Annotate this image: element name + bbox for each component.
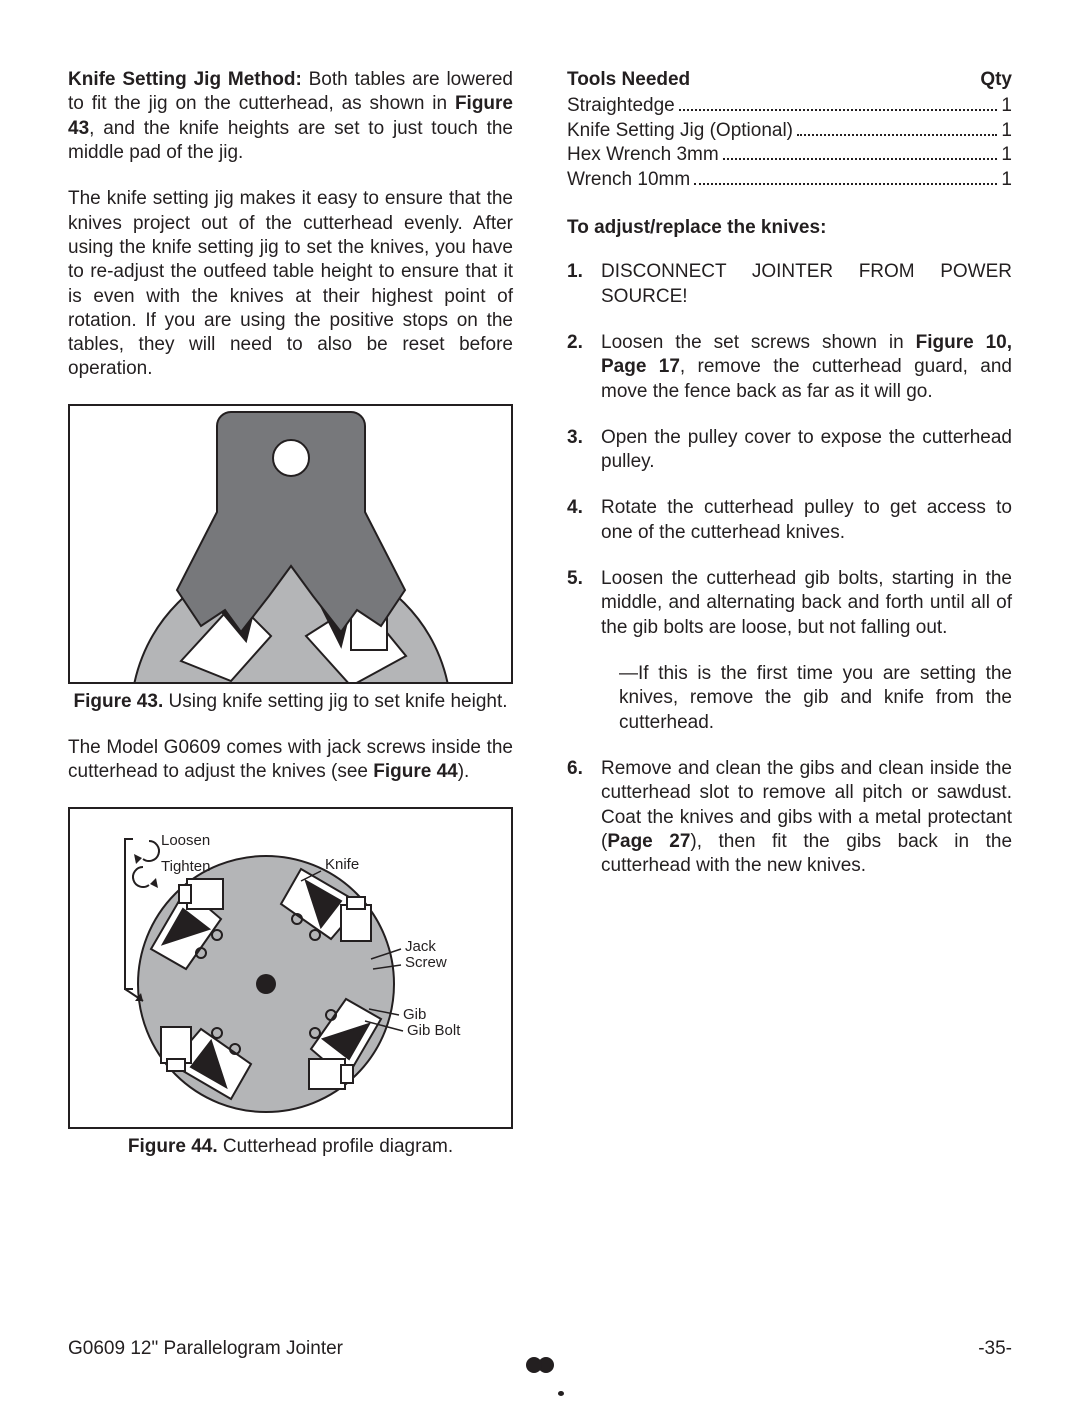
- tool-row: Straightedge 1: [567, 94, 1012, 118]
- fig44-cap-bold: Figure 44.: [128, 1136, 218, 1157]
- tool-row: Knife Setting Jig (Optional) 1: [567, 119, 1012, 143]
- label-jack: Jack: [405, 938, 436, 955]
- figure-43-svg: [71, 406, 511, 682]
- step-body: DISCONNECT JOINTER FROM POWER SOURCE!: [601, 260, 1012, 309]
- tool-name: Hex Wrench 3mm: [567, 143, 719, 167]
- fig43-cap-rest: Using knife setting jig to set knife hei…: [163, 691, 507, 712]
- leader-dots: [797, 119, 997, 136]
- figure-44-svg: Loosen Tighten Knife Jack Screw Gib Gib …: [71, 809, 511, 1127]
- step-num: 2.: [567, 331, 601, 404]
- step-6: 6. Remove and clean the gibs and clean i…: [567, 757, 1012, 879]
- leader-dots: [723, 143, 998, 160]
- tool-name: Straightedge: [567, 94, 675, 118]
- fig44-ref: Figure 44: [373, 761, 457, 782]
- tool-qty: 1: [1001, 119, 1012, 143]
- step-num: 1.: [567, 260, 601, 309]
- tool-qty: 1: [1001, 94, 1012, 118]
- step-num: 3.: [567, 426, 601, 475]
- step-num: 6.: [567, 757, 601, 879]
- tools-header: Tools Needed Qty: [567, 68, 1012, 92]
- figure-44-caption: Figure 44. Cutterhead profile diagram.: [68, 1135, 513, 1159]
- qty-label: Qty: [980, 68, 1012, 92]
- label-knife: Knife: [325, 856, 359, 873]
- step-body: Open the pulley cover to expose the cutt…: [601, 426, 1012, 475]
- label-gibbolt: Gib Bolt: [407, 1022, 461, 1039]
- step-body: Loosen the cutterhead gib bolts, startin…: [601, 567, 1012, 735]
- fig43-cap-bold: Figure 43.: [73, 691, 163, 712]
- tool-qty: 1: [1001, 143, 1012, 167]
- tool-row: Wrench 10mm 1: [567, 168, 1012, 192]
- leader-dots: [694, 168, 997, 185]
- label-tighten: Tighten: [161, 858, 210, 875]
- right-column: Tools Needed Qty Straightedge 1 Knife Se…: [567, 68, 1012, 1181]
- tool-row: Hex Wrench 3mm 1: [567, 143, 1012, 167]
- intro-tail: , and the knife heights are set to just …: [68, 118, 513, 163]
- tool-name: Wrench 10mm: [567, 168, 690, 192]
- label-screw: Screw: [405, 954, 447, 971]
- step-num: 4.: [567, 496, 601, 545]
- label-loosen: Loosen: [161, 832, 210, 849]
- intro-bold: Knife Setting Jig Method:: [68, 69, 302, 90]
- paragraph-2: The knife setting jig makes it easy to e…: [68, 187, 513, 382]
- step-4: 4. Rotate the cutterhead pulley to get a…: [567, 496, 1012, 545]
- left-column: Knife Setting Jig Method: Both tables ar…: [68, 68, 513, 1181]
- p3-b: ).: [458, 761, 470, 782]
- tools-needed-label: Tools Needed: [567, 68, 690, 92]
- label-gib: Gib: [403, 1006, 426, 1023]
- step-2: 2. Loosen the set screws shown in Figure…: [567, 331, 1012, 404]
- figure-44-box: Loosen Tighten Knife Jack Screw Gib Gib …: [68, 807, 513, 1129]
- footer-right: -35-: [978, 1337, 1012, 1361]
- paragraph-3: The Model G0609 comes with jack screws i…: [68, 736, 513, 785]
- figure-43-caption: Figure 43. Using knife setting jig to se…: [68, 690, 513, 714]
- tool-name: Knife Setting Jig (Optional): [567, 119, 793, 143]
- footer-left: G0609 12" Parallelogram Jointer: [68, 1337, 343, 1361]
- step-body: Remove and clean the gibs and clean insi…: [601, 757, 1012, 879]
- adjust-subhead: To adjust/replace the knives:: [567, 216, 1012, 240]
- steps-list: 1. DISCONNECT JOINTER FROM POWER SOURCE!…: [567, 260, 1012, 878]
- tool-qty: 1: [1001, 168, 1012, 192]
- step-body: Loosen the set screws shown in Figure 10…: [601, 331, 1012, 404]
- fig44-cap-rest: Cutterhead profile diagram.: [218, 1136, 454, 1157]
- tools-list: Straightedge 1 Knife Setting Jig (Option…: [567, 94, 1012, 192]
- step-body: Rotate the cutterhead pulley to get acce…: [601, 496, 1012, 545]
- step-5-sub: —If this is the first time you are setti…: [601, 662, 1012, 735]
- step-3: 3. Open the pulley cover to expose the c…: [567, 426, 1012, 475]
- page-footer: G0609 12" Parallelogram Jointer -35-: [68, 1337, 1012, 1361]
- step-num: 5.: [567, 567, 601, 735]
- intro-paragraph: Knife Setting Jig Method: Both tables ar…: [68, 68, 513, 165]
- step-1: 1. DISCONNECT JOINTER FROM POWER SOURCE!: [567, 260, 1012, 309]
- figure-43-box: [68, 404, 513, 684]
- step-5: 5. Loosen the cutterhead gib bolts, star…: [567, 567, 1012, 735]
- leader-dots: [679, 94, 998, 111]
